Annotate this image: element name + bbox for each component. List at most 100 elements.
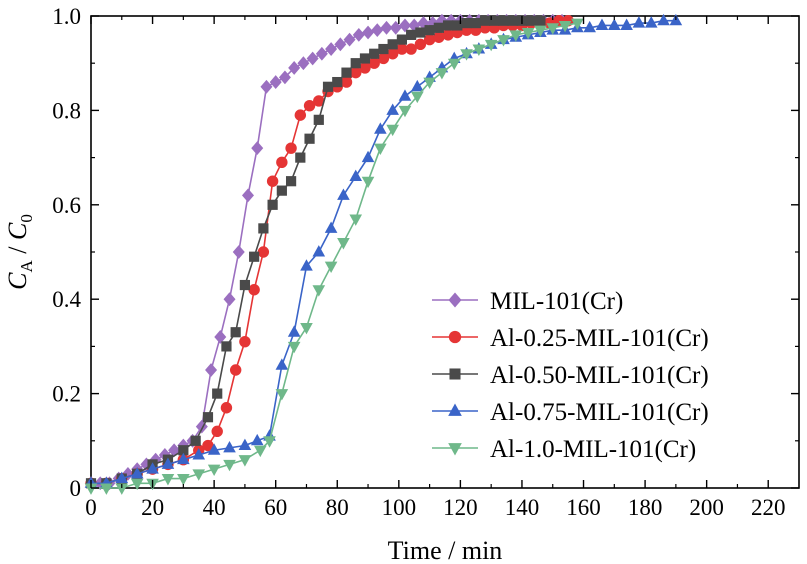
x-tick-label: 100: [382, 495, 417, 520]
data-point: [374, 143, 387, 156]
data-point: [287, 341, 301, 354]
data-point: [352, 27, 365, 42]
x-tick-label: 200: [689, 495, 724, 520]
data-point: [304, 133, 315, 144]
data-point: [470, 17, 481, 29]
data-point: [435, 68, 449, 80]
data-point: [442, 20, 454, 31]
data-point: [288, 61, 301, 75]
x-tick-label: 60: [264, 495, 287, 520]
data-point: [349, 214, 363, 226]
data-point: [275, 358, 289, 370]
data-point: [380, 20, 393, 35]
data-point: [334, 37, 347, 52]
data-point: [362, 25, 375, 40]
data-point: [386, 103, 399, 115]
data-point: [285, 176, 297, 187]
data-point: [398, 105, 412, 118]
data-point: [349, 169, 363, 181]
data-point: [214, 330, 227, 344]
data-point: [595, 18, 609, 30]
data-point: [220, 402, 233, 414]
data-point: [583, 20, 596, 33]
data-point: [202, 412, 214, 423]
series-layer: [84, 13, 683, 495]
data-point: [424, 25, 435, 36]
data-point: [239, 335, 251, 348]
axes-layer: 0 20 40 60 80 100 120 140 160 180 200 220 0 0.2 0.4 0.6…: [52, 4, 799, 520]
data-point: [369, 48, 380, 59]
legend-label: Al-0.75-MIL-101(Cr): [490, 399, 709, 426]
legend-label: Al-0.25-MIL-101(Cr): [490, 325, 709, 352]
data-point: [374, 122, 387, 134]
data-point: [232, 245, 245, 259]
data-point: [340, 76, 353, 88]
data-point: [378, 43, 389, 55]
data-point: [472, 44, 486, 56]
data-point: [535, 15, 546, 26]
data-point: [287, 325, 301, 337]
data-point: [313, 114, 324, 125]
data-point: [447, 58, 461, 71]
data-point: [250, 433, 264, 446]
data-point: [300, 323, 313, 335]
data-point: [278, 70, 291, 85]
data-point: [398, 18, 411, 33]
data-point: [130, 478, 144, 491]
data-point: [406, 29, 417, 40]
data-point: [223, 459, 236, 472]
data-point: [315, 46, 328, 61]
data-point: [433, 22, 444, 33]
data-point: [509, 30, 523, 42]
data-point: [130, 466, 144, 479]
data-point: [177, 474, 190, 486]
x-tick-label: 160: [566, 495, 601, 520]
data-point: [337, 188, 350, 200]
data-point: [312, 245, 326, 257]
legend-marker: [448, 443, 462, 456]
data-point: [300, 259, 313, 271]
data-point: [303, 99, 316, 112]
legend-marker: [448, 292, 462, 308]
data-point: [100, 483, 113, 495]
data-point: [479, 15, 491, 26]
data-point: [359, 53, 371, 64]
data-point: [414, 38, 427, 51]
legend-marker: [448, 330, 462, 344]
data-point: [178, 445, 189, 456]
data-point: [146, 462, 159, 474]
data-point: [608, 18, 621, 30]
data-point: [410, 79, 424, 92]
data-point: [322, 81, 334, 92]
data-point: [341, 67, 352, 78]
series-5: [84, 18, 584, 495]
data-point: [442, 29, 454, 41]
data-point: [361, 150, 375, 163]
data-point: [275, 389, 289, 401]
data-point: [260, 79, 273, 94]
data-point: [386, 48, 399, 60]
data-point: [461, 17, 472, 29]
data-point: [489, 15, 500, 26]
data-point: [644, 16, 658, 28]
x-tick-label: 180: [628, 495, 663, 520]
data-point: [343, 32, 356, 47]
data-point: [295, 152, 306, 163]
data-point: [238, 438, 252, 451]
data-point: [249, 251, 260, 262]
data-point: [324, 221, 338, 233]
legend-item: Al-0.75-MIL-101(Cr): [432, 399, 709, 426]
data-point: [258, 223, 269, 234]
data-point: [361, 176, 375, 189]
data-point: [223, 440, 236, 453]
data-point: [410, 91, 424, 104]
data-point: [332, 76, 343, 88]
legend-item: Al-0.25-MIL-101(Cr): [432, 325, 709, 352]
data-point: [212, 388, 223, 399]
legend: MIL-101(Cr) Al-0.25-MIL-101(Cr) Al-0.50-MI…: [432, 288, 709, 463]
x-tick-label: 80: [326, 495, 349, 520]
x-tick-label: 120: [443, 495, 478, 520]
y-tick-label: 0: [70, 476, 82, 501]
legend-label: Al-0.50-MIL-101(Cr): [490, 362, 709, 389]
